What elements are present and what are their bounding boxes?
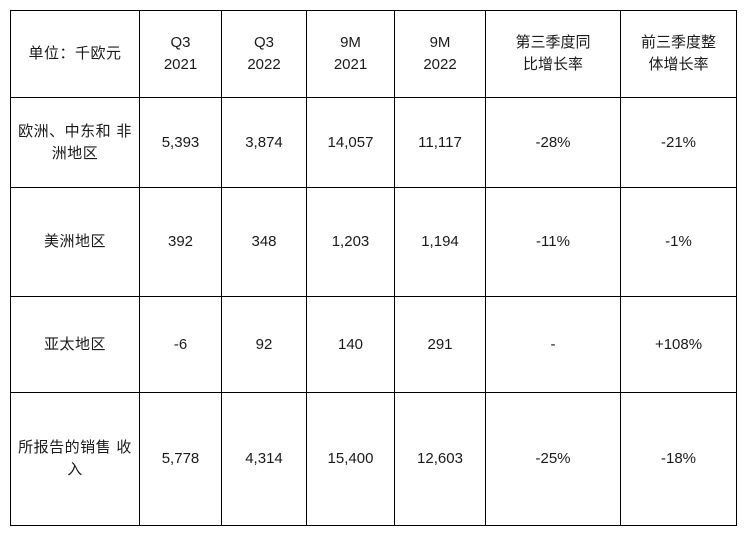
header-cell-q3-2022: Q3 2022 [221,10,307,98]
row-label-line-1: 所报告的销售 [18,438,112,457]
header-line-1: Q3 [253,34,274,52]
header-line-1: 9M [429,34,451,52]
header-cell-9m-2022: 9M 2022 [394,10,486,98]
financial-table-container: 单位：千欧元 Q3 2021 Q3 2022 9M 2021 9M 2022 [10,10,737,526]
cell-americas-9m-2022: 1,194 [394,187,486,297]
cell-total-ytd-growth: -18% [620,392,737,526]
cell-americas-ytd-growth: -1% [620,187,737,297]
cell-emea-q3-2021: 5,393 [139,97,222,188]
table-header-row: 单位：千欧元 Q3 2021 Q3 2022 9M 2021 9M 2022 [10,10,737,98]
header-cell-q3-growth: 第三季度同 比增长率 [485,10,621,98]
cell-apac-9m-2022: 291 [394,296,486,393]
cell-total-9m-2021: 15,400 [306,392,395,526]
header-cell-ytd-growth: 前三季度整 体增长率 [620,10,737,98]
header-line-1: 第三季度同 [515,33,591,52]
cell-americas-q3-growth: -11% [485,187,621,297]
cell-emea-ytd-growth: -21% [620,97,737,188]
header-line-1: 9M [340,34,361,52]
row-label-line-1: 欧洲、中东和 [18,121,112,140]
row-label-americas: 美洲地区 [10,187,140,297]
cell-emea-q3-2022: 3,874 [221,97,307,188]
header-line-2: 2021 [163,56,198,73]
cell-americas-9m-2021: 1,203 [306,187,395,297]
regional-revenue-table: 单位：千欧元 Q3 2021 Q3 2022 9M 2021 9M 2022 [10,10,737,526]
cell-emea-q3-growth: -28% [485,97,621,188]
row-label-apac: 亚太地区 [10,296,140,393]
cell-total-q3-growth: -25% [485,392,621,526]
table-row: 欧洲、中东和 非洲地区 5,393 3,874 14,057 11,117 -2… [10,97,737,188]
row-label-total-revenue: 所报告的销售 收入 [10,392,140,526]
row-label-line-2: 收入 [67,438,132,478]
cell-total-9m-2022: 12,603 [394,392,486,526]
header-line-1: 前三季度整 [640,33,716,52]
cell-apac-q3-2022: 92 [221,296,307,393]
cell-apac-q3-growth: - [485,296,621,393]
table-row: 亚太地区 -6 92 140 291 - +108% [10,296,737,393]
cell-apac-q3-2021: -6 [139,296,222,393]
cell-emea-9m-2021: 14,057 [306,97,395,188]
cell-total-q3-2022: 4,314 [221,392,307,526]
cell-apac-ytd-growth: +108% [620,296,737,393]
header-cell-q3-2021: Q3 2021 [139,10,222,98]
cell-americas-q3-2022: 348 [221,187,307,297]
unit-label-text: 单位：千欧元 [28,44,122,63]
table-row: 所报告的销售 收入 5,778 4,314 15,400 12,603 -25%… [10,392,737,526]
row-label-line-2: 非洲地区 [51,121,132,162]
row-label-emea: 欧洲、中东和 非洲地区 [10,97,140,188]
row-label-line-1: 亚太地区 [43,334,106,353]
header-line-2: 2022 [423,56,457,73]
header-cell-9m-2021: 9M 2021 [306,10,395,98]
header-line-2: 体增长率 [648,55,709,73]
header-line-2: 2021 [333,56,368,73]
header-line-2: 比增长率 [522,55,583,73]
header-line-2: 2022 [247,56,281,73]
header-cell-unit: 单位：千欧元 [10,10,140,98]
row-label-line-1: 美洲地区 [43,232,106,251]
cell-americas-q3-2021: 392 [139,187,222,297]
cell-total-q3-2021: 5,778 [139,392,222,526]
table-row: 美洲地区 392 348 1,203 1,194 -11% -1% [10,187,737,297]
header-line-1: Q3 [170,34,191,52]
cell-apac-9m-2021: 140 [306,296,395,393]
cell-emea-9m-2022: 11,117 [394,97,486,188]
